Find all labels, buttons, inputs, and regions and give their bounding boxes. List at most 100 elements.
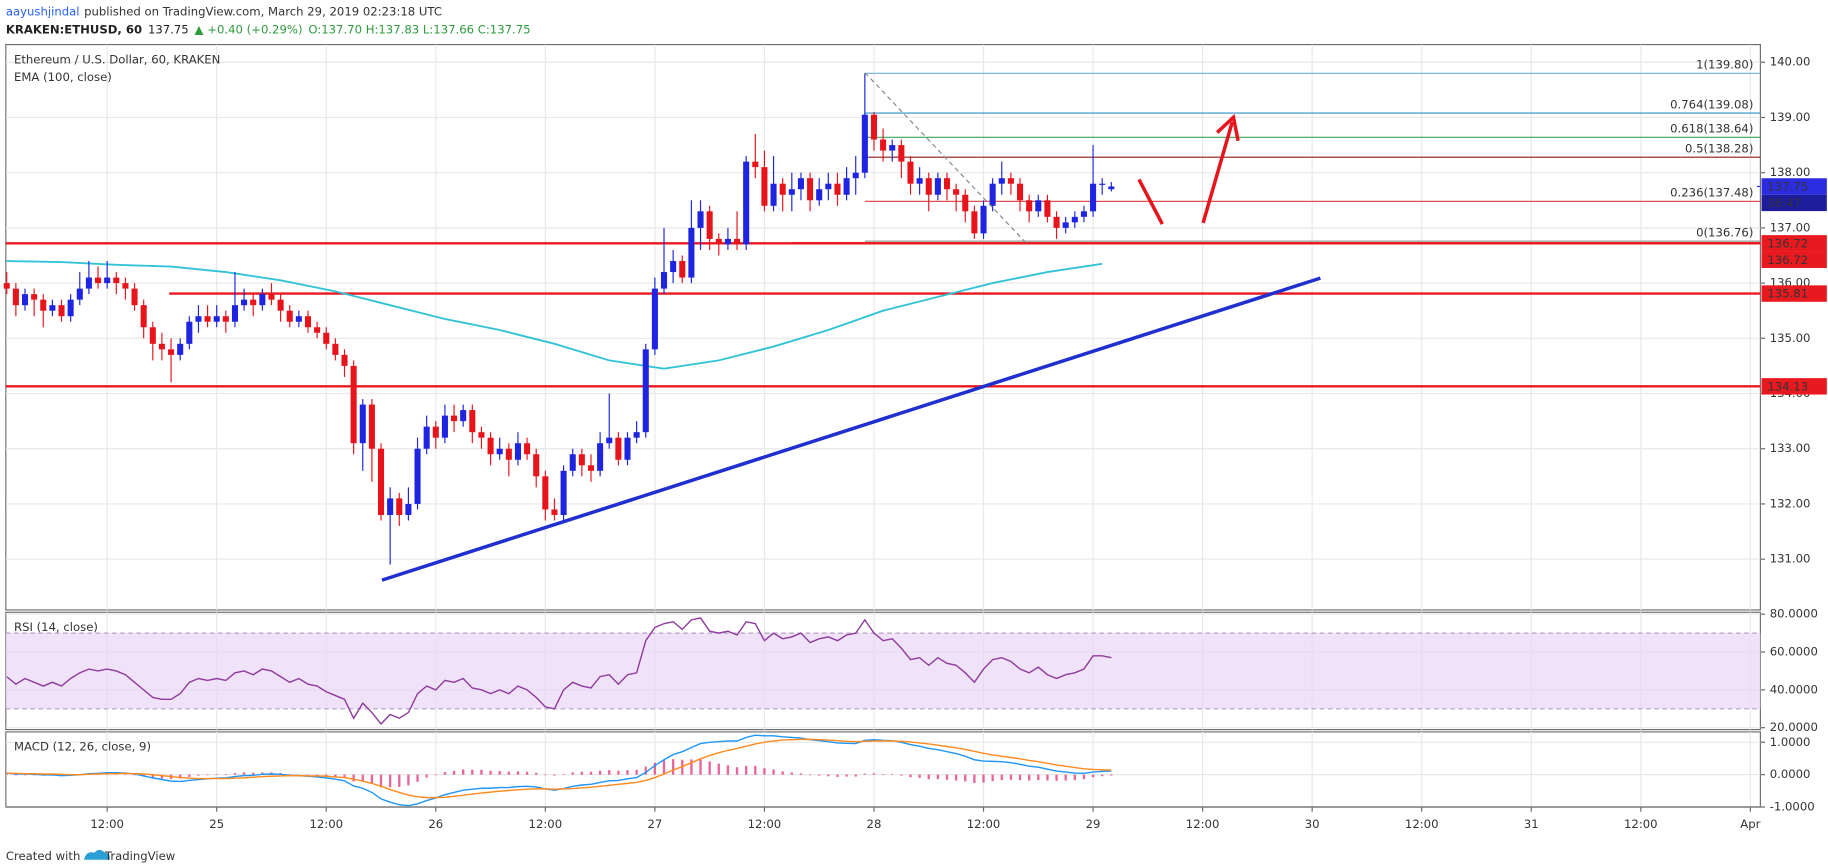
candle-body bbox=[58, 305, 65, 317]
change: ▲ +0.40 (+0.29%) bbox=[195, 22, 303, 36]
x-tick-label: 12:00 bbox=[1624, 817, 1658, 831]
x-tick-label: 12:00 bbox=[1186, 817, 1220, 831]
candle-body bbox=[3, 283, 10, 289]
candle-body bbox=[560, 470, 567, 515]
candle-body bbox=[551, 509, 558, 515]
candle-body bbox=[140, 305, 147, 328]
candle-body bbox=[779, 183, 786, 195]
macd-histogram-bar bbox=[936, 774, 940, 780]
macd-histogram-bar bbox=[808, 774, 812, 776]
candle-body bbox=[1044, 200, 1051, 217]
macd-histogram-bar bbox=[891, 774, 894, 775]
macd-histogram-bar bbox=[562, 774, 565, 775]
annotation-arrowhead bbox=[1215, 113, 1240, 142]
macd-histogram-bar bbox=[635, 769, 638, 775]
macd-histogram-bar bbox=[535, 772, 538, 775]
candle-body bbox=[487, 437, 494, 455]
candle-body bbox=[706, 211, 713, 239]
x-tick-label: Apr bbox=[1740, 817, 1760, 831]
candle-body bbox=[578, 454, 585, 466]
fib-label: 0.5(138.28) bbox=[1685, 141, 1753, 155]
level-price-label: 134.13 bbox=[1767, 379, 1808, 393]
macd-histogram-bar bbox=[589, 771, 593, 775]
macd-histogram-bar bbox=[726, 765, 730, 775]
candle-body bbox=[122, 283, 129, 289]
macd-histogram-bar bbox=[644, 766, 647, 775]
x-tick-label: 25 bbox=[209, 817, 224, 831]
candle-body bbox=[752, 161, 759, 168]
author[interactable]: aayushjindal bbox=[6, 4, 80, 18]
header-line2: KRAKEN:ETHUSD, 60 137.75 ▲ +0.40 (+0.29%) O… bbox=[6, 22, 531, 36]
candle-body bbox=[1007, 178, 1014, 184]
level-price-box bbox=[1761, 378, 1827, 395]
macd-histogram-bar bbox=[653, 762, 657, 775]
macd-histogram-bar bbox=[717, 763, 720, 775]
ema-line bbox=[6, 260, 1103, 370]
candle-body bbox=[368, 404, 375, 449]
candle-body bbox=[177, 343, 184, 355]
candle-body bbox=[697, 211, 704, 228]
candle-body bbox=[241, 299, 248, 306]
macd-histogram-bar bbox=[854, 774, 857, 777]
candle-body bbox=[94, 277, 102, 284]
candle-body bbox=[670, 261, 677, 273]
macd-histogram-bar bbox=[388, 774, 392, 788]
macd-histogram-bar bbox=[242, 772, 246, 775]
footer-text: Created with bbox=[6, 849, 81, 863]
x-tick-label: 29 bbox=[1086, 817, 1101, 831]
candle-body bbox=[615, 437, 622, 460]
candle-body bbox=[943, 178, 951, 190]
annotation-arrow bbox=[1201, 121, 1234, 224]
candle-body bbox=[387, 498, 394, 515]
candle-body bbox=[423, 426, 430, 449]
rsi-line bbox=[6, 617, 1112, 725]
macd-histogram-bar bbox=[315, 774, 319, 776]
macd-histogram-bar bbox=[772, 769, 775, 775]
candle-body bbox=[852, 172, 859, 179]
x-tick-label: 26 bbox=[428, 817, 443, 831]
macd-histogram-bar bbox=[507, 771, 510, 775]
candle-body bbox=[651, 288, 658, 350]
candle-body bbox=[432, 426, 439, 438]
y-tick-label: 20.0000 bbox=[1770, 720, 1818, 734]
candle-body bbox=[1062, 222, 1069, 228]
macd-histogram-bar bbox=[5, 774, 8, 775]
pane-title: Ethereum / U.S. Dollar, 60, KRAKEN bbox=[14, 52, 220, 66]
candle-body bbox=[587, 465, 595, 471]
y-tick-label: 139.00 bbox=[1770, 110, 1811, 124]
footer-logo bbox=[83, 849, 110, 860]
candle-body bbox=[1080, 211, 1087, 217]
candle-body bbox=[149, 327, 156, 344]
candle-body bbox=[85, 277, 92, 289]
macd-histogram-bar bbox=[945, 774, 949, 780]
candle-body bbox=[834, 183, 841, 195]
macd-histogram-bar bbox=[781, 771, 784, 775]
macd-histogram-bar bbox=[23, 774, 27, 776]
candle-body bbox=[332, 343, 339, 355]
macd-histogram-bar bbox=[133, 774, 136, 776]
published: published on TradingView.com, March 29, … bbox=[84, 4, 442, 18]
candle-body bbox=[250, 299, 257, 306]
macd-histogram-bar bbox=[754, 765, 757, 775]
candle-body bbox=[158, 343, 165, 350]
candle-body bbox=[350, 365, 357, 444]
macd-histogram-bar bbox=[124, 774, 127, 775]
footer-brand[interactable]: TradingView bbox=[104, 849, 176, 863]
macd-histogram-bar bbox=[197, 774, 200, 776]
macd-histogram-bar bbox=[1101, 774, 1104, 777]
macd-histogram-bar bbox=[571, 772, 574, 775]
macd-histogram-bar bbox=[452, 770, 456, 775]
x-tick-label: 12:00 bbox=[309, 817, 343, 831]
x-tick-label: 12:00 bbox=[529, 817, 563, 831]
macd-histogram-bar bbox=[480, 769, 483, 775]
candle-body bbox=[314, 327, 321, 333]
macd-histogram-bar bbox=[863, 773, 867, 775]
macd-histogram-bar bbox=[991, 774, 994, 782]
candle-body bbox=[341, 354, 348, 366]
macd-histogram-bar bbox=[525, 771, 529, 775]
candle-body bbox=[998, 178, 1005, 184]
macd-histogram-bar bbox=[233, 773, 237, 775]
candle-body bbox=[204, 316, 211, 322]
candle-body bbox=[533, 454, 540, 477]
